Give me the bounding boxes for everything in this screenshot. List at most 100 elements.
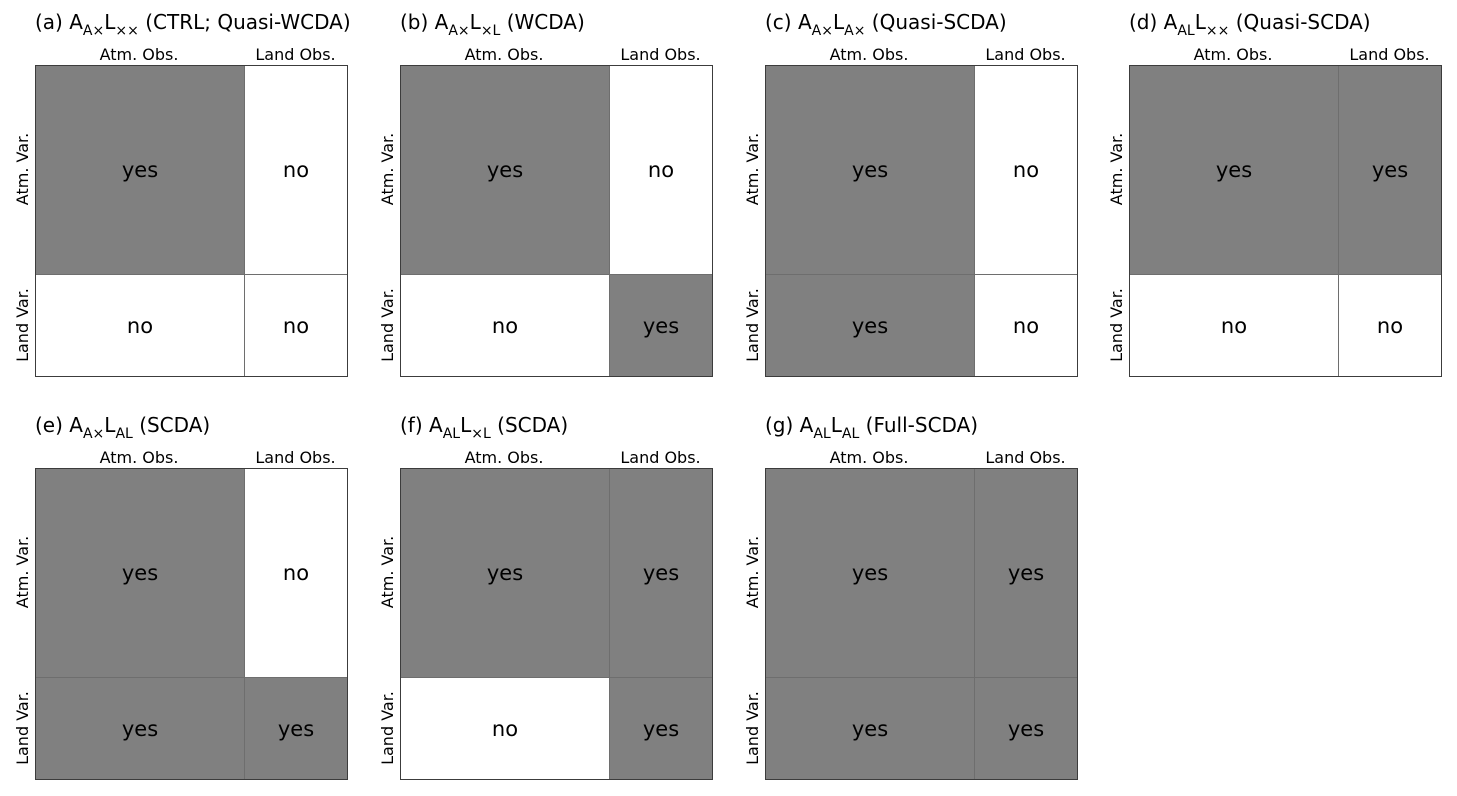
panel-letter: (a) — [35, 10, 63, 34]
col-label-land-obs: Land Obs. — [985, 448, 1066, 467]
panel-g: (g) AALLAL (Full-SCDA) Atm. Obs. Land Ob… — [730, 403, 1090, 783]
panel-description: (Full-SCDA) — [865, 413, 979, 437]
coupling-matrix: yes no yes yes — [35, 468, 348, 780]
panel-d: (d) AALL×× (Quasi-SCDA) Atm. Obs. Land O… — [1094, 0, 1454, 380]
panel-title: (f) AALL×L (SCDA) — [400, 413, 569, 442]
cell-land-var-atm-obs: no — [1130, 274, 1338, 376]
coupling-matrix: yes no no yes — [400, 65, 713, 377]
cell-land-var-atm-obs: no — [401, 274, 609, 376]
row-label-land-var: Land Var. — [1107, 288, 1126, 362]
row-label-land-var: Land Var. — [13, 288, 32, 362]
a-subscript: AL — [442, 426, 461, 442]
panel-description: (SCDA) — [139, 413, 211, 437]
row-label-atm-var: Atm. Var. — [13, 132, 32, 206]
cell-land-var-atm-obs: no — [36, 274, 244, 376]
coupling-matrix: yes yes yes yes — [765, 468, 1078, 780]
cell-atm-var-atm-obs: yes — [401, 469, 609, 677]
panel-f: (f) AALL×L (SCDA) Atm. Obs. Land Obs. At… — [365, 403, 725, 783]
col-label-atm-obs: Atm. Obs. — [829, 448, 909, 467]
panel-a: (a) AA×L×× (CTRL; Quasi-WCDA) Atm. Obs. … — [0, 0, 360, 380]
panel-description: (CTRL; Quasi-WCDA) — [145, 10, 351, 34]
panel-title: (c) AA×LA× (Quasi-SCDA) — [765, 10, 1007, 39]
col-label-atm-obs: Atm. Obs. — [1193, 45, 1273, 64]
panel-c: (c) AA×LA× (Quasi-SCDA) Atm. Obs. Land O… — [730, 0, 1090, 380]
cell-atm-var-atm-obs: yes — [36, 66, 244, 274]
panel-title: (d) AALL×× (Quasi-SCDA) — [1129, 10, 1371, 39]
cell-land-var-land-obs: yes — [974, 677, 1077, 779]
cell-atm-var-atm-obs: yes — [766, 66, 974, 274]
panel-title: (a) AA×L×× (CTRL; Quasi-WCDA) — [35, 10, 351, 39]
coupling-matrix: yes no yes no — [765, 65, 1078, 377]
row-label-land-var: Land Var. — [743, 288, 762, 362]
cell-land-var-land-obs: yes — [609, 274, 712, 376]
cell-land-var-land-obs: no — [244, 274, 347, 376]
l-subscript: AL — [841, 426, 860, 442]
panel-b: (b) AA×L×L (WCDA) Atm. Obs. Land Obs. At… — [365, 0, 725, 380]
row-label-atm-var: Atm. Var. — [378, 535, 397, 609]
row-label-atm-var: Atm. Var. — [743, 535, 762, 609]
a-subscript: AL — [1177, 23, 1195, 39]
panel-description: (SCDA) — [497, 413, 569, 437]
cell-land-var-land-obs: no — [1338, 274, 1441, 376]
col-label-atm-obs: Atm. Obs. — [99, 45, 179, 64]
l-subscript: AL — [115, 426, 133, 442]
cell-atm-var-land-obs: no — [609, 66, 712, 274]
cell-atm-var-land-obs: yes — [974, 469, 1077, 677]
l-subscript: A× — [844, 23, 866, 39]
panel-letter: (c) — [765, 10, 792, 34]
coupling-matrix: yes no no no — [35, 65, 348, 377]
panel-description: (Quasi-SCDA) — [1235, 10, 1371, 34]
l-subscript: ×× — [115, 23, 139, 39]
panel-letter: (d) — [1129, 10, 1158, 34]
l-subscript: ×L — [480, 23, 501, 39]
panel-letter: (f) — [400, 413, 423, 437]
cell-atm-var-land-obs: yes — [609, 469, 712, 677]
cell-land-var-atm-obs: no — [401, 677, 609, 779]
col-label-land-obs: Land Obs. — [620, 45, 701, 64]
panel-letter: (e) — [35, 413, 63, 437]
cell-atm-var-land-obs: no — [244, 66, 347, 274]
panel-title: (g) AALLAL (Full-SCDA) — [765, 413, 979, 442]
cell-land-var-land-obs: yes — [244, 677, 347, 779]
col-label-land-obs: Land Obs. — [255, 448, 336, 467]
l-subscript: ×L — [471, 426, 491, 442]
col-label-atm-obs: Atm. Obs. — [829, 45, 909, 64]
col-label-atm-obs: Atm. Obs. — [464, 448, 544, 467]
cell-atm-var-land-obs: no — [974, 66, 1077, 274]
cell-land-var-atm-obs: yes — [766, 677, 974, 779]
cell-atm-var-atm-obs: yes — [766, 469, 974, 677]
cell-atm-var-atm-obs: yes — [36, 469, 244, 677]
panel-title: (b) AA×L×L (WCDA) — [400, 10, 585, 39]
row-label-land-var: Land Var. — [13, 691, 32, 765]
row-label-atm-var: Atm. Var. — [378, 132, 397, 206]
panel-letter: (b) — [400, 10, 429, 34]
col-label-atm-obs: Atm. Obs. — [464, 45, 544, 64]
row-label-land-var: Land Var. — [378, 288, 397, 362]
a-subscript: A× — [82, 426, 105, 442]
coupling-matrix: yes yes no no — [1129, 65, 1442, 377]
cell-atm-var-atm-obs: yes — [1130, 66, 1338, 274]
cell-atm-var-land-obs: no — [244, 469, 347, 677]
panel-e: (e) AA×LAL (SCDA) Atm. Obs. Land Obs. At… — [0, 403, 360, 783]
cell-land-var-land-obs: yes — [609, 677, 712, 779]
row-label-land-var: Land Var. — [378, 691, 397, 765]
panel-title: (e) AA×LAL (SCDA) — [35, 413, 211, 442]
l-subscript: ×× — [1205, 23, 1230, 39]
col-label-land-obs: Land Obs. — [255, 45, 336, 64]
a-subscript: AL — [813, 426, 831, 442]
cell-atm-var-atm-obs: yes — [401, 66, 609, 274]
a-subscript: A× — [811, 23, 833, 39]
row-label-land-var: Land Var. — [743, 691, 762, 765]
col-label-land-obs: Land Obs. — [985, 45, 1066, 64]
cell-land-var-atm-obs: yes — [36, 677, 244, 779]
panel-description: (WCDA) — [506, 10, 585, 34]
panel-description: (Quasi-SCDA) — [871, 10, 1007, 34]
row-label-atm-var: Atm. Var. — [13, 535, 32, 609]
a-subscript: A× — [448, 23, 470, 39]
col-label-land-obs: Land Obs. — [1349, 45, 1430, 64]
col-label-land-obs: Land Obs. — [620, 448, 701, 467]
cell-land-var-land-obs: no — [974, 274, 1077, 376]
row-label-atm-var: Atm. Var. — [1107, 132, 1126, 206]
col-label-atm-obs: Atm. Obs. — [99, 448, 179, 467]
row-label-atm-var: Atm. Var. — [743, 132, 762, 206]
